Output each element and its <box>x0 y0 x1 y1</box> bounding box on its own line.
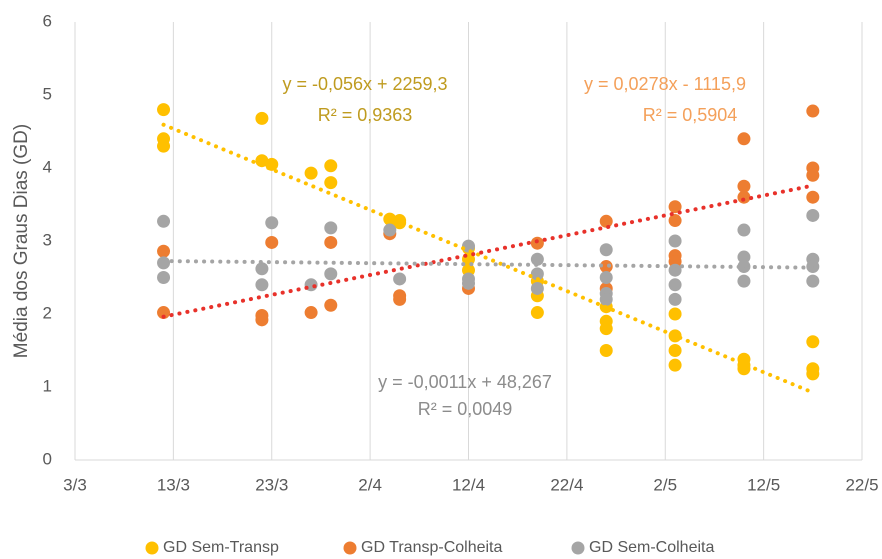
point <box>157 214 171 228</box>
y-tick-label: 0 <box>43 449 52 468</box>
point <box>599 292 613 306</box>
point <box>806 168 820 182</box>
point <box>324 235 338 249</box>
point <box>393 292 407 306</box>
point <box>255 262 269 276</box>
point <box>737 260 751 274</box>
trend-r2: R² = 0,9363 <box>318 105 413 125</box>
point <box>304 166 318 180</box>
point <box>806 367 820 381</box>
point <box>806 335 820 349</box>
point <box>324 159 338 173</box>
point <box>530 306 544 320</box>
point <box>737 132 751 146</box>
trend-equation: y = -0,056x + 2259,3 <box>282 74 447 94</box>
legend-label: GD Transp-Colheita <box>361 539 502 556</box>
x-tick-label: 23/3 <box>255 475 288 494</box>
point <box>265 216 279 230</box>
x-tick-label: 12/5 <box>747 475 780 494</box>
trend-equation: y = 0,0278x - 1115,9 <box>584 74 746 94</box>
trendline <box>161 183 815 319</box>
point <box>668 344 682 357</box>
y-tick-label: 3 <box>43 230 52 249</box>
point <box>462 276 475 290</box>
point <box>530 252 544 266</box>
y-axis-label: Média dos Graus Dias (GD) <box>11 124 32 358</box>
point <box>255 313 269 327</box>
point <box>668 263 682 277</box>
point <box>737 223 751 237</box>
x-tick-label: 12/4 <box>452 475 485 494</box>
trend-r2: R² = 0,0049 <box>418 399 513 419</box>
point <box>668 200 682 214</box>
point <box>157 306 171 320</box>
point <box>265 235 279 249</box>
point <box>599 214 613 228</box>
point <box>255 111 269 125</box>
point <box>668 214 682 228</box>
point <box>157 103 171 117</box>
point <box>324 176 338 190</box>
x-tick-label: 22/4 <box>550 475 583 494</box>
point <box>383 212 397 226</box>
y-tick-label: 5 <box>43 84 52 103</box>
y-tick-label: 4 <box>43 157 52 176</box>
point <box>668 329 682 343</box>
point <box>324 221 338 235</box>
x-tick-label: 3/3 <box>63 475 87 494</box>
x-tick-label: 2/4 <box>358 475 382 494</box>
x-tick-label: 2/5 <box>653 475 677 494</box>
point <box>668 307 682 321</box>
point <box>599 271 613 284</box>
y-tick-label: 6 <box>43 11 52 30</box>
trendline <box>161 122 815 395</box>
y-tick-label: 2 <box>43 303 52 322</box>
point <box>157 139 171 153</box>
x-tick-label: 13/3 <box>157 475 190 494</box>
point <box>668 278 682 292</box>
point <box>304 306 318 320</box>
point <box>806 208 820 222</box>
point <box>737 250 751 264</box>
point <box>462 239 475 253</box>
point <box>255 278 269 292</box>
point <box>530 281 544 295</box>
point <box>599 344 613 357</box>
point <box>324 298 338 312</box>
point <box>737 179 751 193</box>
point <box>737 190 751 204</box>
trend-r2: R² = 0,5904 <box>643 105 738 125</box>
point <box>599 260 613 274</box>
point <box>157 271 171 284</box>
legend-marker <box>571 541 585 555</box>
point <box>324 267 338 281</box>
point <box>255 154 269 168</box>
trend-equation: y = -0,0011x + 48,267 <box>378 372 552 392</box>
point <box>530 267 544 281</box>
legend-label: GD Sem-Colheita <box>589 539 714 556</box>
point <box>806 104 820 118</box>
point <box>157 244 171 258</box>
point <box>668 234 682 248</box>
trendline <box>161 259 815 270</box>
y-tick-label: 1 <box>43 376 52 395</box>
point <box>806 274 820 288</box>
point <box>599 322 613 336</box>
point <box>383 223 397 237</box>
point <box>806 190 820 204</box>
point <box>668 292 682 306</box>
legend-marker <box>343 541 357 555</box>
point <box>393 272 407 286</box>
x-tick-label: 22/5 <box>845 475 878 494</box>
legend-label: GD Sem-Transp <box>163 539 279 556</box>
point <box>668 358 682 372</box>
point <box>599 243 613 257</box>
point <box>737 274 751 288</box>
legend-marker <box>145 541 159 555</box>
